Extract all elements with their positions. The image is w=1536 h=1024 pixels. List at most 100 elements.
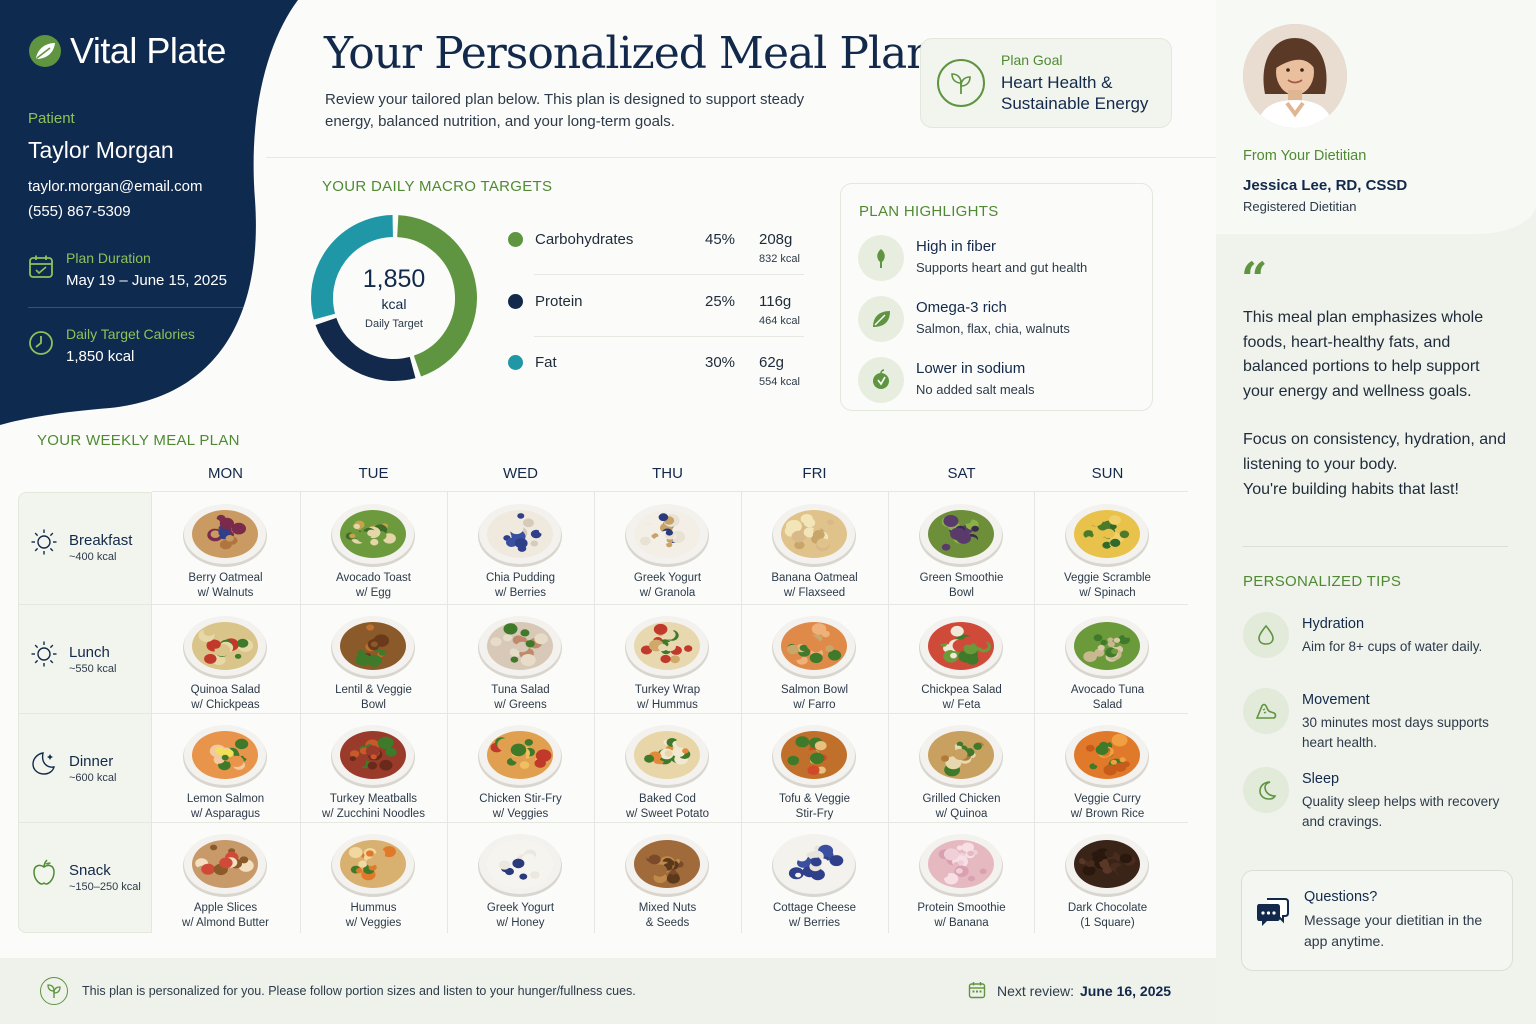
meal-name: Dark Chocolate (1 Square) xyxy=(1067,902,1148,929)
meal-cell[interactable]: Berry Oatmeal w/ Walnuts xyxy=(152,492,299,601)
day-header-sat: SAT xyxy=(947,465,976,482)
sprout-icon xyxy=(937,59,985,107)
macro-kcal: 832 kcal xyxy=(759,253,800,265)
meal-name: Berry Oatmeal w/ Walnuts xyxy=(188,572,263,599)
meal-name: Greek Yogurt w/ Honey xyxy=(486,902,555,929)
donut-center: 1,850 kcal Daily Target xyxy=(310,265,478,330)
questions-title: Questions? xyxy=(1304,889,1378,905)
macro-row-protein: Protein 25% 116g 464 kcal xyxy=(508,290,808,330)
meal-cell[interactable]: Chia Pudding w/ Berries xyxy=(447,492,594,601)
meal-cell[interactable]: Tofu & Veggie Stir-Fry xyxy=(741,713,888,822)
meal-photo xyxy=(918,830,1004,898)
tip-sleep: Sleep Quality sleep helps with recovery … xyxy=(1243,767,1523,829)
day-header-fri: FRI xyxy=(802,465,827,482)
patient-email[interactable]: taylor.morgan@email.com xyxy=(28,178,203,195)
meal-name: Chia Pudding w/ Berries xyxy=(485,572,556,599)
brand-logo[interactable]: Vital Plate xyxy=(28,30,268,72)
meal-photo xyxy=(182,612,268,680)
meal-cell[interactable]: Turkey Meatballs w/ Zucchini Noodles xyxy=(300,713,447,822)
apple-icon xyxy=(30,858,58,886)
meal-cell[interactable]: Tuna Salad w/ Greens xyxy=(447,604,594,713)
macro-grams: 208g xyxy=(759,231,793,248)
meal-cell[interactable]: Protein Smoothie w/ Banana xyxy=(888,822,1035,931)
questions-card[interactable]: Questions? Message your dietitian in the… xyxy=(1241,870,1513,971)
calories-label: Daily Target Calories xyxy=(66,326,195,342)
meal-name: Veggie Scramble w/ Spinach xyxy=(1064,572,1151,599)
donut-segment-carbohydrates xyxy=(396,215,477,377)
day-header-wed: WED xyxy=(503,465,538,482)
meal-cell[interactable]: Lemon Salmon w/ Asparagus xyxy=(152,713,299,822)
meal-cell[interactable]: Veggie Scramble w/ Spinach xyxy=(1034,492,1181,601)
meal-cell[interactable]: Mixed Nuts & Seeds xyxy=(594,822,741,931)
donut-segment-protein xyxy=(315,317,416,381)
meal-name: Chickpea Salad w/ Feta xyxy=(921,684,1002,711)
highlights-title: PLAN HIGHLIGHTS xyxy=(859,203,999,220)
moon-icon xyxy=(1243,767,1289,813)
meal-cell[interactable]: Chickpea Salad w/ Feta xyxy=(888,604,1035,713)
meal-name: Avocado Tuna Salad xyxy=(1070,684,1145,711)
next-review-label: Next review: xyxy=(997,983,1075,999)
highlight-sodium: Lower in sodium No added salt meals xyxy=(858,357,1148,405)
meal-cell[interactable]: Grilled Chicken w/ Quinoa xyxy=(888,713,1035,822)
meal-photo xyxy=(918,721,1004,789)
sun-icon xyxy=(30,528,58,556)
macro-grams: 116g xyxy=(759,293,792,310)
sun-icon xyxy=(30,640,58,668)
column-divider xyxy=(1034,492,1035,933)
meal-type-kcal: ~600 kcal xyxy=(69,772,117,784)
highlight-subtitle: Supports heart and gut health xyxy=(916,260,1088,275)
meal-cell[interactable]: Green Smoothie Bowl xyxy=(888,492,1035,601)
meal-cell[interactable]: Banana Oatmeal w/ Flaxseed xyxy=(741,492,888,601)
meal-photo xyxy=(771,612,857,680)
meal-photo xyxy=(182,830,268,898)
meal-cell[interactable]: Greek Yogurt w/ Granola xyxy=(594,492,741,601)
meal-cell[interactable]: Chicken Stir-Fry w/ Veggies xyxy=(447,713,594,822)
meal-name: Avocado Toast w/ Egg xyxy=(335,572,412,599)
table-header-divider xyxy=(152,491,1188,492)
meal-name: Cottage Cheese w/ Berries xyxy=(772,902,857,929)
meal-cell[interactable]: Apple Slices w/ Almond Butter xyxy=(152,822,299,931)
meal-cell[interactable]: Avocado Toast w/ Egg xyxy=(300,492,447,601)
dietitian-avatar[interactable] xyxy=(1243,24,1347,128)
meal-photo xyxy=(624,721,710,789)
weekly-plan-title: YOUR WEEKLY MEAL PLAN xyxy=(37,432,240,449)
meal-cell[interactable]: Baked Cod w/ Sweet Potato xyxy=(594,713,741,822)
macro-donut-chart xyxy=(311,215,477,381)
highlight-title: Lower in sodium xyxy=(916,360,1026,377)
meal-cell[interactable]: Dark Chocolate (1 Square) xyxy=(1034,822,1181,931)
macro-section-title: YOUR DAILY MACRO TARGETS xyxy=(322,178,553,195)
meal-cell[interactable]: Turkey Wrap w/ Hummus xyxy=(594,604,741,713)
goal-value: Heart Health & Sustainable Energy xyxy=(1001,73,1149,113)
macro-name: Carbohydrates xyxy=(535,231,634,248)
meal-cell[interactable]: Salmon Bowl w/ Farro xyxy=(741,604,888,713)
meal-cell[interactable]: Lentil & Veggie Bowl xyxy=(300,604,447,713)
meal-photo xyxy=(1064,721,1150,789)
patient-name: Taylor Morgan xyxy=(28,137,174,163)
dietitian-role: Registered Dietitian xyxy=(1243,199,1357,214)
daily-kcal-value: 1,850 xyxy=(362,265,426,293)
meal-photo xyxy=(624,830,710,898)
meal-cell[interactable]: Cottage Cheese w/ Berries xyxy=(741,822,888,931)
tip-title: Movement xyxy=(1302,692,1370,708)
sprout-icon xyxy=(40,977,68,1005)
patient-phone[interactable]: (555) 867-5309 xyxy=(28,203,131,220)
day-header-sun: SUN xyxy=(1091,465,1124,482)
meal-name: Turkey Wrap w/ Hummus xyxy=(634,684,701,711)
meal-type-name: Breakfast xyxy=(69,532,133,549)
meal-cell[interactable]: Hummus w/ Veggies xyxy=(300,822,447,931)
meal-cell[interactable]: Greek Yogurt w/ Honey xyxy=(447,822,594,931)
day-header-thu: THU xyxy=(652,465,683,482)
tip-title: Sleep xyxy=(1302,771,1340,787)
meal-cell[interactable]: Avocado Tuna Salad xyxy=(1034,604,1181,713)
next-review-date: June 16, 2025 xyxy=(1080,983,1172,999)
calories-value: 1,850 kcal xyxy=(66,348,135,365)
meal-photo xyxy=(624,612,710,680)
meal-type-name: Lunch xyxy=(69,644,110,661)
daily-kcal-unit: kcal xyxy=(381,296,407,312)
meal-name: Veggie Curry w/ Brown Rice xyxy=(1070,793,1145,820)
meal-cell[interactable]: Quinoa Salad w/ Chickpeas xyxy=(152,604,299,713)
meal-photo xyxy=(330,721,416,789)
meal-photo xyxy=(771,830,857,898)
tip-title: Hydration xyxy=(1302,616,1365,632)
meal-cell[interactable]: Veggie Curry w/ Brown Rice xyxy=(1034,713,1181,822)
